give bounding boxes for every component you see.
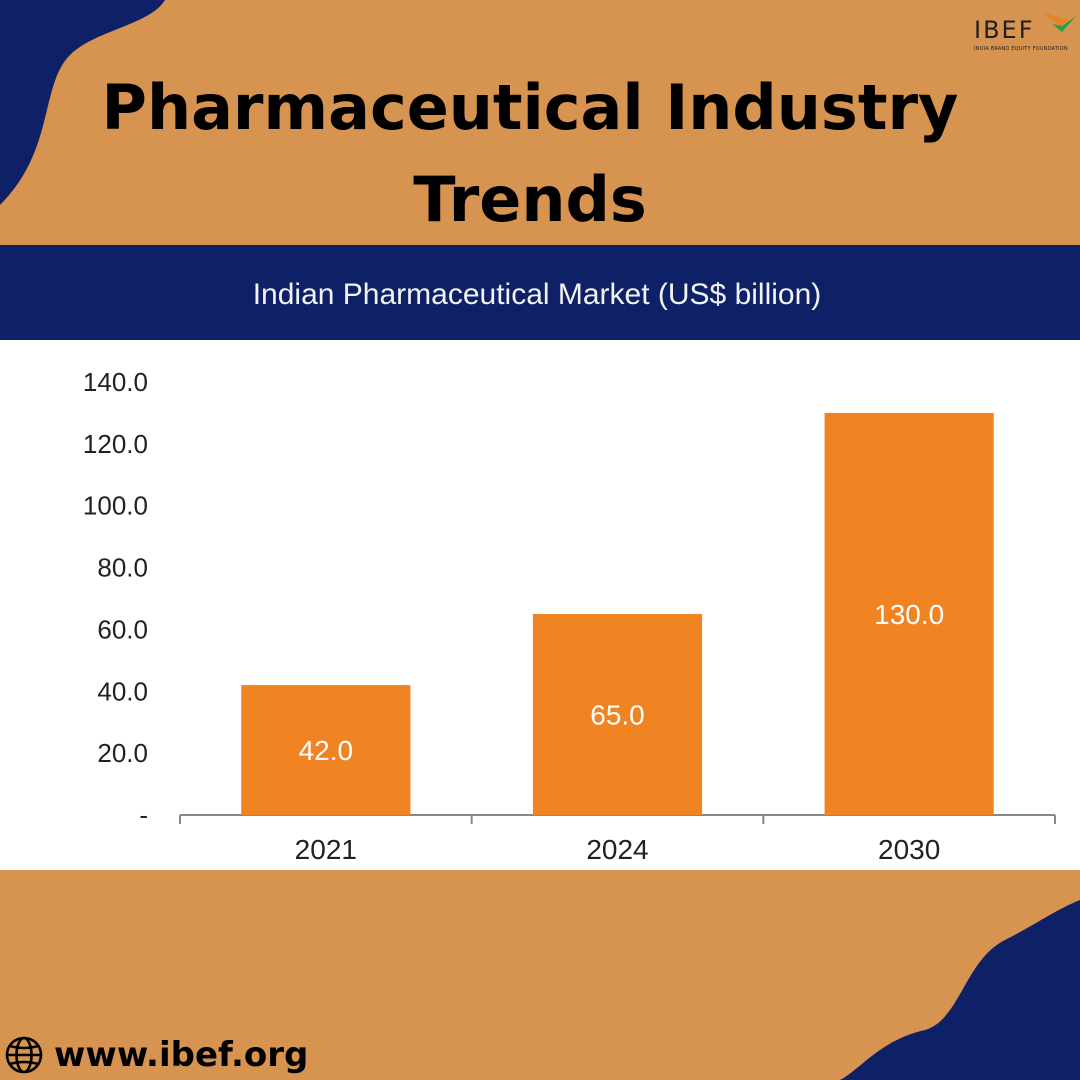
- bar-2021: [241, 685, 411, 815]
- data-label-2024: 65.0: [590, 699, 645, 730]
- data-label-2021: 42.0: [299, 735, 354, 766]
- x-tick-label-2021: 2021: [295, 834, 357, 865]
- y-tick-label: 40.0: [97, 676, 148, 706]
- chart-title: Indian Pharmaceutical Market (US$ billio…: [252, 278, 822, 311]
- bottom-right-decorative-shape: [840, 900, 1080, 1080]
- footer-url[interactable]: www.ibef.org: [54, 1035, 309, 1075]
- y-tick-label: 120.0: [83, 429, 148, 459]
- footer: www.ibef.org: [4, 1032, 308, 1078]
- top-left-decorative-shape: [0, 0, 165, 205]
- y-tick-label: -: [139, 800, 148, 830]
- bar-chart: - 20.0 40.0 60.0 80.0 100.0 120.0 140.0 42.0 2021…: [83, 367, 1056, 865]
- x-tick-label-2024: 2024: [586, 834, 648, 865]
- ibef-logo: IBEF INDIA BRAND EQUITY FOUNDATION: [966, 6, 1078, 62]
- globe-icon: [5, 1036, 43, 1074]
- bird-logo-icon: [1042, 12, 1076, 32]
- y-tick-label: 80.0: [97, 553, 148, 583]
- page-title-line-1: Pharmaceutical Industry: [101, 71, 959, 144]
- page-title-line-2: Trends: [413, 163, 647, 236]
- chart-panel: - 20.0 40.0 60.0 80.0 100.0 120.0 140.0 42.0 2021…: [0, 340, 1080, 870]
- bar-2024: [532, 613, 703, 815]
- y-tick-label: 100.0: [83, 491, 148, 521]
- y-tick-label: 60.0: [97, 614, 148, 644]
- logo-subtext: INDIA BRAND EQUITY FOUNDATION: [974, 46, 1068, 52]
- x-tick-label-2030: 2030: [878, 834, 940, 865]
- bar-2030: [824, 412, 994, 815]
- logo-text: IBEF: [974, 16, 1035, 44]
- data-label-2030: 130.0: [874, 599, 944, 630]
- y-tick-label: 20.0: [97, 738, 148, 768]
- page-title: Pharmaceutical Industry Trends: [0, 62, 1060, 246]
- y-tick-label: 140.0: [83, 367, 148, 397]
- chart-title-band: Indian Pharmaceutical Market (US$ billio…: [0, 245, 1080, 340]
